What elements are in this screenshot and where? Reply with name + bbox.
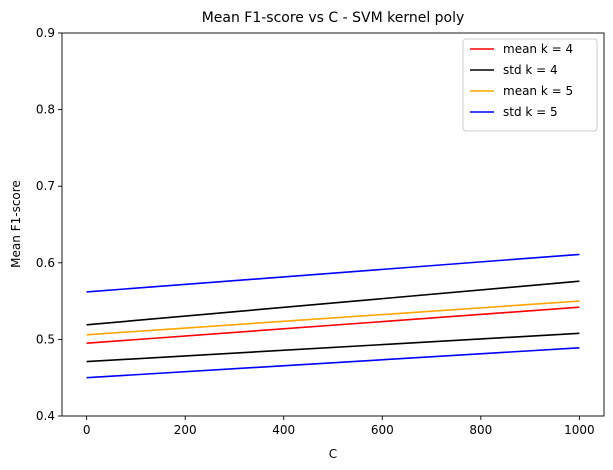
x-tick-label: 400 [272,423,295,437]
y-tick-label: 0.6 [36,256,55,270]
series-line-2 [86,280,580,326]
x-tick-label: 1000 [564,423,595,437]
y-tick-label: 0.8 [36,103,55,117]
x-tick-label: 200 [174,423,197,437]
legend: mean k = 4 std k = 4 mean k = 5 std k = 5 [462,38,598,132]
legend-label: mean k = 4 [503,42,573,56]
series-line-3 [86,300,580,336]
series-line-0 [86,306,580,344]
legend-label: std k = 4 [503,63,558,77]
y-tick-label: 0.4 [36,409,55,423]
legend-box [462,38,598,132]
series-line-1 [86,332,580,363]
y-axis-ticks: 0.4 0.5 0.6 0.7 0.8 0.9 [36,26,62,423]
x-tick-label: 800 [469,423,492,437]
x-tick-label: 600 [371,423,394,437]
x-axis-label: C [329,447,337,461]
y-tick-label: 0.7 [36,179,55,193]
x-axis-ticks: 0 200 400 600 800 1000 [83,416,595,437]
x-tick-label: 0 [83,423,91,437]
legend-label: std k = 5 [503,105,558,119]
legend-label: mean k = 5 [503,84,573,98]
series-line-5 [86,253,580,293]
chart-title: Mean F1-score vs C - SVM kernel poly [202,10,465,26]
y-tick-label: 0.5 [36,332,55,346]
series-lines [86,253,580,379]
series-line-4 [86,347,580,379]
y-tick-label: 0.9 [36,26,55,40]
y-axis-label: Mean F1-score [9,180,23,268]
